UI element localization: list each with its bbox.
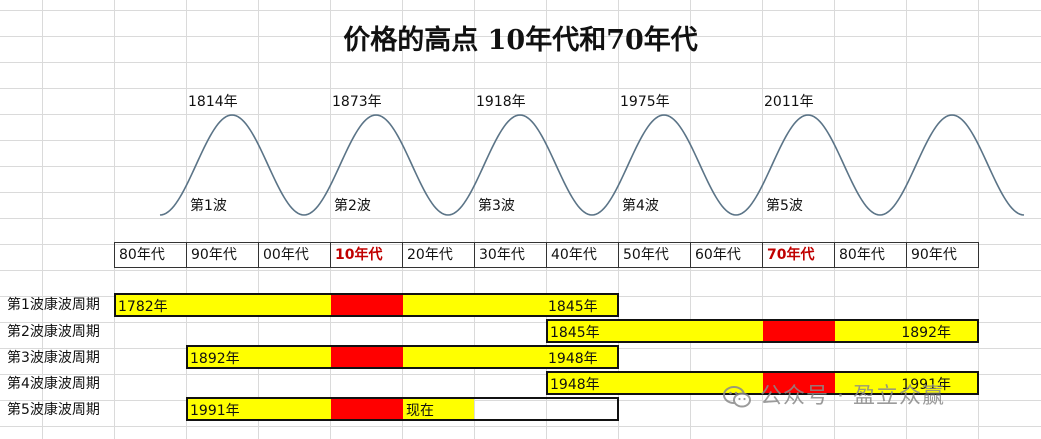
cycle-1-peak-phase: [331, 295, 403, 315]
cycle-bar-3: 1892年 1948年: [186, 345, 619, 369]
decade-cell-11: 80年代: [834, 243, 906, 267]
decade-cell-10: 70年代: [762, 243, 834, 267]
cycle-4-peak-phase: [763, 373, 835, 393]
wave-label-1: 第1波: [190, 198, 227, 214]
decade-cell-12: 90年代: [906, 243, 978, 267]
peak-label-5: 2011年: [764, 94, 814, 110]
cycle-5-now: 现在: [406, 403, 434, 419]
peak-label-3: 1918年: [476, 94, 526, 110]
wechat-icon: [723, 386, 751, 408]
kondratiev-wave-line: [159, 114, 1025, 216]
cycle-bar-4: 1948年 1991年: [546, 371, 979, 395]
decade-cell-5: 20年代: [402, 243, 474, 267]
decade-cell-3: 00年代: [258, 243, 330, 267]
decade-cell-1: 80年代: [114, 243, 186, 267]
wave-label-4: 第4波: [622, 198, 659, 214]
cycle-3-decline-phase: [403, 347, 617, 367]
decade-axis-end: [978, 243, 979, 267]
cycle-label-3: 第3波康波周期: [7, 350, 100, 366]
watermark: 公众号 · 盈立众赢: [722, 378, 945, 410]
peak-label-2: 1873年: [332, 94, 382, 110]
cycle-2-peak-phase: [763, 321, 835, 341]
cycle-bar-2: 1845年 1892年: [546, 319, 979, 343]
decade-cell-8: 50年代: [618, 243, 690, 267]
wave-label-3: 第3波: [478, 198, 515, 214]
cycle-3-rise-phase: [188, 347, 331, 367]
peak-label-4: 1975年: [620, 94, 670, 110]
cycle-label-1: 第1波康波周期: [7, 297, 100, 313]
cycle-bar-5: 1991年 现在: [186, 397, 619, 421]
wave-label-2: 第2波: [334, 198, 371, 214]
cycle-4-end: 1991年: [901, 377, 951, 393]
page-title: 价格的高点 10年代和70年代: [343, 25, 698, 56]
cycle-label-5: 第5波康波周期: [7, 402, 100, 418]
decade-cell-4: 10年代: [330, 243, 402, 267]
decade-cell-7: 40年代: [546, 243, 618, 267]
cycle-1-decline-phase: [403, 295, 617, 315]
cycle-3-end: 1948年: [548, 351, 598, 367]
cycle-3-peak-phase: [331, 347, 403, 367]
cycle-2-start: 1845年: [550, 325, 600, 341]
cycle-2-rise-phase: [548, 321, 763, 341]
cycle-3-start: 1892年: [190, 351, 240, 367]
peak-label-1: 1814年: [188, 94, 238, 110]
cycle-5-peak-phase: [331, 399, 403, 419]
cycle-2-decline-phase: [835, 321, 977, 341]
cycle-label-2: 第2波康波周期: [7, 324, 100, 340]
cycle-1-end: 1845年: [548, 299, 598, 315]
cycle-bar-1: 1782年 1845年: [114, 293, 619, 317]
cycle-4-rise-phase: [548, 373, 763, 393]
cycle-4-decline-phase: [835, 373, 977, 393]
decade-cell-6: 30年代: [474, 243, 546, 267]
wave-label-5: 第5波: [766, 198, 803, 214]
cycle-5-start: 1991年: [190, 403, 240, 419]
decade-cell-9: 60年代: [690, 243, 762, 267]
cycle-label-4: 第4波康波周期: [7, 376, 100, 392]
decade-axis: 80年代 90年代 00年代 10年代 20年代 30年代 40年代 50年代 60年代 70年代…: [114, 242, 979, 268]
cycle-4-start: 1948年: [550, 377, 600, 393]
cycle-1-start: 1782年: [118, 299, 168, 315]
watermark-text: 公众号 · 盈立众赢: [760, 384, 945, 409]
cycle-5-rise-phase: [188, 399, 331, 419]
decade-cell-2: 90年代: [186, 243, 258, 267]
cycle-1-rise-phase: [116, 295, 331, 315]
cycle-5-current-phase: [403, 399, 474, 419]
cycle-2-end: 1892年: [901, 325, 951, 341]
